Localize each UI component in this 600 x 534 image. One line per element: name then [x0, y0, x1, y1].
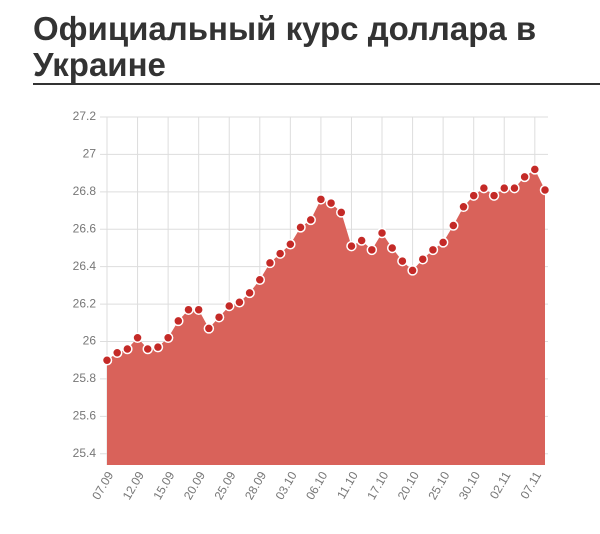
point: [244, 287, 255, 299]
point: [193, 304, 204, 315]
x-tick-label: 11.10: [334, 469, 361, 502]
point: [509, 182, 520, 194]
x-tick-label: 20.10: [395, 469, 422, 502]
x-tick-label: 15.09: [150, 469, 177, 502]
y-tick-label: 25.6: [73, 409, 97, 423]
point: [295, 222, 306, 233]
point: [539, 184, 551, 196]
point: [325, 197, 337, 209]
point: [213, 311, 225, 323]
point: [356, 235, 367, 246]
point: [346, 240, 357, 252]
point: [458, 201, 469, 213]
y-tick-label: 27.2: [73, 109, 97, 123]
point: [366, 244, 378, 256]
area: [107, 169, 545, 466]
x-tick-label: 25.09: [211, 469, 238, 502]
y-tick-label: 26.2: [73, 296, 97, 310]
point: [376, 227, 388, 239]
point: [519, 171, 530, 183]
point: [437, 237, 449, 248]
y-tick-label: 27: [83, 147, 97, 161]
point: [223, 300, 235, 312]
point: [183, 304, 194, 315]
x-tick-label: 28.09: [242, 469, 269, 502]
point: [101, 354, 113, 366]
y-tick-label: 26.6: [73, 221, 97, 235]
x-tick-label: 06.10: [303, 469, 330, 502]
point: [529, 164, 541, 175]
point: [203, 323, 215, 334]
point: [417, 253, 429, 265]
point: [122, 343, 133, 355]
x-tick-label: 20.09: [181, 469, 208, 502]
point: [132, 332, 143, 344]
point: [234, 296, 245, 308]
point: [173, 315, 184, 327]
x-tick-label: 07.11: [517, 469, 544, 502]
chart-title: Украине: [33, 46, 166, 83]
point: [407, 265, 418, 276]
x-tick-label: 30.10: [456, 469, 483, 502]
x-tick-label: 17.10: [364, 469, 391, 502]
y-tick-label: 26.4: [73, 259, 97, 273]
point: [468, 190, 479, 201]
y-tick-label: 25.4: [73, 446, 97, 460]
y-tick-label: 26.8: [73, 184, 97, 198]
point: [315, 194, 327, 205]
x-tick-label: 12.09: [120, 469, 147, 502]
point: [397, 255, 408, 267]
point: [274, 248, 286, 259]
point: [305, 214, 316, 226]
point: [254, 274, 266, 286]
x-tick-label: 03.10: [273, 469, 300, 502]
chart-title: Официальный курс доллара в: [33, 10, 536, 47]
point: [336, 207, 347, 218]
point: [162, 332, 174, 344]
point: [499, 182, 510, 194]
point: [427, 244, 439, 256]
x-tick-label: 02.11: [487, 469, 514, 502]
y-tick-label: 26: [83, 334, 97, 348]
x-tick-label: 25.10: [425, 469, 452, 502]
point: [488, 190, 500, 201]
point: [152, 341, 164, 353]
x-tick-label: 07.09: [89, 469, 116, 502]
point: [478, 182, 490, 194]
y-tick-label: 25.8: [73, 371, 97, 385]
point: [285, 238, 296, 250]
point: [386, 242, 398, 254]
point: [111, 347, 123, 358]
point: [448, 220, 459, 231]
point: [264, 257, 276, 269]
point: [142, 343, 153, 355]
